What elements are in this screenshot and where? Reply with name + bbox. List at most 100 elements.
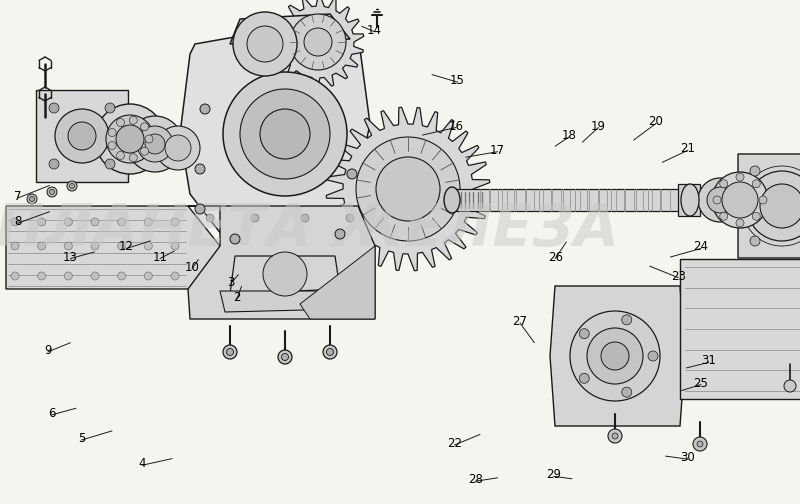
- Circle shape: [145, 134, 165, 154]
- Circle shape: [144, 272, 152, 280]
- Circle shape: [118, 218, 126, 226]
- Circle shape: [707, 187, 733, 213]
- Circle shape: [693, 437, 707, 451]
- Circle shape: [91, 218, 99, 226]
- Circle shape: [698, 178, 742, 222]
- Circle shape: [64, 242, 72, 250]
- Circle shape: [38, 218, 46, 226]
- Polygon shape: [220, 291, 350, 312]
- Circle shape: [247, 26, 283, 62]
- Circle shape: [117, 118, 125, 127]
- Ellipse shape: [444, 187, 460, 213]
- Circle shape: [326, 348, 334, 355]
- Polygon shape: [300, 246, 375, 319]
- Circle shape: [750, 236, 760, 246]
- Polygon shape: [6, 206, 220, 289]
- Circle shape: [95, 104, 165, 174]
- Circle shape: [233, 12, 297, 76]
- Circle shape: [91, 242, 99, 250]
- Circle shape: [759, 196, 767, 204]
- Text: 6: 6: [48, 407, 56, 420]
- Circle shape: [720, 180, 728, 187]
- Polygon shape: [36, 90, 128, 182]
- Circle shape: [127, 116, 183, 172]
- Circle shape: [171, 272, 179, 280]
- Circle shape: [760, 184, 800, 228]
- Circle shape: [137, 126, 173, 162]
- Text: 28: 28: [468, 473, 482, 486]
- Text: 9: 9: [44, 344, 52, 357]
- Text: 4: 4: [138, 457, 146, 470]
- Circle shape: [117, 152, 125, 159]
- Circle shape: [206, 214, 214, 222]
- Text: 17: 17: [490, 144, 505, 157]
- Text: 18: 18: [562, 129, 577, 142]
- Circle shape: [736, 219, 744, 227]
- Text: 8: 8: [14, 215, 22, 228]
- Circle shape: [346, 214, 354, 222]
- Text: 29: 29: [546, 468, 561, 481]
- Polygon shape: [188, 206, 375, 319]
- Circle shape: [736, 173, 744, 181]
- Circle shape: [752, 180, 760, 187]
- Circle shape: [347, 169, 357, 179]
- Circle shape: [49, 159, 59, 169]
- Circle shape: [118, 242, 126, 250]
- Circle shape: [612, 433, 618, 439]
- Circle shape: [30, 197, 34, 202]
- Circle shape: [697, 441, 703, 447]
- Text: 15: 15: [450, 74, 465, 87]
- Circle shape: [67, 181, 77, 191]
- Text: 26: 26: [548, 250, 562, 264]
- Circle shape: [141, 123, 149, 131]
- Circle shape: [144, 218, 152, 226]
- Circle shape: [165, 135, 191, 161]
- Ellipse shape: [55, 109, 109, 163]
- Circle shape: [141, 147, 149, 155]
- Circle shape: [64, 272, 72, 280]
- Circle shape: [579, 329, 590, 339]
- Circle shape: [130, 154, 138, 162]
- Circle shape: [747, 171, 800, 241]
- Circle shape: [335, 229, 345, 239]
- Circle shape: [579, 373, 590, 384]
- Circle shape: [301, 214, 309, 222]
- Circle shape: [608, 429, 622, 443]
- Circle shape: [11, 242, 19, 250]
- Circle shape: [200, 104, 210, 114]
- Text: 16: 16: [449, 119, 463, 133]
- Circle shape: [130, 116, 138, 124]
- Ellipse shape: [68, 122, 96, 150]
- Circle shape: [106, 115, 154, 163]
- Text: 3: 3: [226, 276, 234, 289]
- Text: 30: 30: [681, 451, 695, 464]
- Circle shape: [712, 172, 768, 228]
- Circle shape: [145, 135, 153, 143]
- Circle shape: [323, 345, 337, 359]
- Text: ПЛАНЕТА ЖЕЛЕЗА: ПЛАНЕТА ЖЕЛЕЗА: [0, 201, 619, 258]
- Text: 14: 14: [367, 24, 382, 37]
- Circle shape: [108, 142, 116, 150]
- Circle shape: [278, 350, 292, 364]
- Circle shape: [622, 387, 632, 397]
- Circle shape: [356, 137, 460, 241]
- Text: 27: 27: [513, 315, 527, 328]
- Text: 23: 23: [671, 270, 686, 283]
- Polygon shape: [738, 154, 800, 258]
- Circle shape: [226, 348, 234, 355]
- Circle shape: [70, 183, 74, 188]
- Circle shape: [108, 129, 116, 137]
- Circle shape: [49, 103, 59, 113]
- Circle shape: [11, 272, 19, 280]
- Text: 2: 2: [233, 291, 241, 304]
- Bar: [680, 259, 800, 399]
- Circle shape: [171, 218, 179, 226]
- Circle shape: [260, 109, 310, 159]
- Text: 20: 20: [649, 115, 663, 129]
- Circle shape: [240, 89, 330, 179]
- Circle shape: [376, 157, 440, 221]
- Polygon shape: [180, 29, 370, 259]
- Polygon shape: [230, 256, 340, 294]
- Circle shape: [27, 194, 37, 204]
- Ellipse shape: [681, 184, 699, 216]
